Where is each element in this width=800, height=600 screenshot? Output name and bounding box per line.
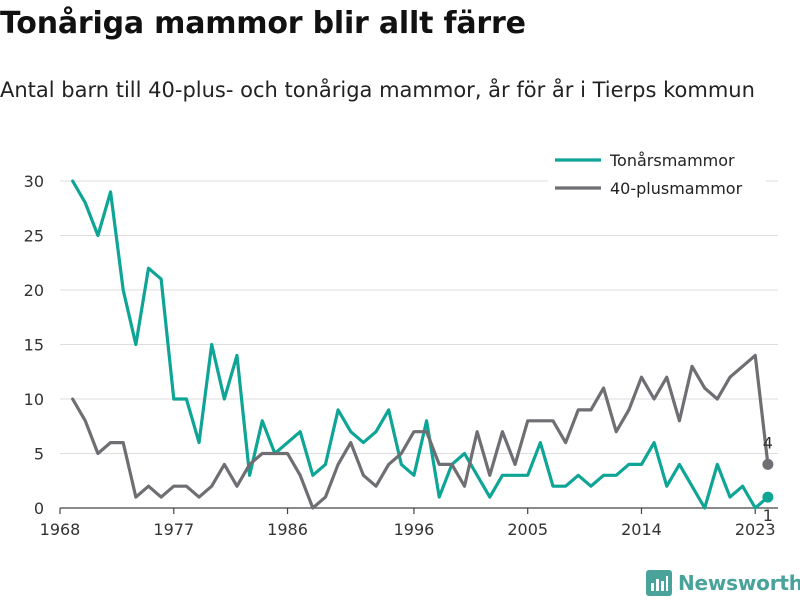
line-chart: 0 5 10 15 20 25 30 1968 1977 1986 1996 2005 2014 2023… bbox=[23, 142, 778, 539]
y-tick-label: 20 bbox=[24, 281, 44, 300]
brand-name: Newsworthy bbox=[678, 571, 800, 595]
chart-title: Tonåriga mammor blir allt färre bbox=[0, 6, 526, 41]
end-point-marker bbox=[762, 491, 774, 503]
y-tick-label: 5 bbox=[34, 445, 44, 464]
end-markers: 14 bbox=[762, 433, 774, 525]
y-tick-label: 10 bbox=[24, 390, 44, 409]
legend-label: 40-plusmammor bbox=[610, 179, 743, 198]
legend: Tonårsmammor 40-plusmammor bbox=[548, 142, 766, 204]
series-lines bbox=[71, 179, 770, 510]
logo-icon bbox=[646, 570, 672, 596]
legend-background bbox=[548, 142, 766, 204]
end-value-label: 4 bbox=[763, 433, 773, 452]
x-tick-label: 1996 bbox=[394, 520, 435, 539]
grid-lines bbox=[60, 180, 778, 454]
y-tick-label: 25 bbox=[24, 227, 44, 246]
x-tick-label: 1968 bbox=[40, 520, 81, 539]
newsworthy-logo: Newsworthy bbox=[646, 570, 800, 596]
x-tick-label: 2014 bbox=[621, 520, 662, 539]
y-tick-label: 15 bbox=[24, 336, 44, 355]
axes: 0 5 10 15 20 25 30 1968 1977 1986 1996 2005 2014 2023 bbox=[24, 172, 778, 539]
y-tick-label: 30 bbox=[24, 172, 44, 191]
end-value-label: 1 bbox=[763, 506, 773, 525]
x-tick-label: 2023 bbox=[735, 520, 776, 539]
x-tick-label: 1977 bbox=[153, 520, 194, 539]
legend-label: Tonårsmammor bbox=[609, 151, 735, 170]
end-point-marker bbox=[762, 458, 774, 470]
x-tick-label: 2005 bbox=[507, 520, 548, 539]
chart-subtitle: Antal barn till 40-plus- och tonåriga ma… bbox=[0, 78, 755, 102]
x-tick-label: 1986 bbox=[267, 520, 308, 539]
series-line-tonarsmammor bbox=[71, 179, 770, 510]
series-line-40-plusmammor bbox=[71, 353, 770, 510]
y-tick-label: 0 bbox=[34, 499, 44, 518]
